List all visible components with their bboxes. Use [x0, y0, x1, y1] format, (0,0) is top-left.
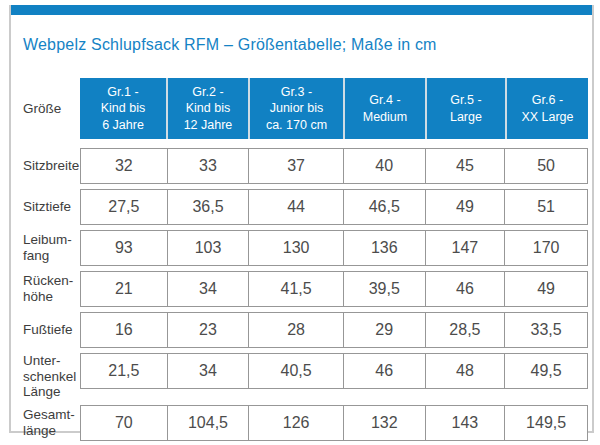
table-cell: 44: [248, 190, 343, 224]
table-cell: 46: [425, 272, 505, 306]
table-row: Fußtiefe 16 23 28 29 28,5 33,5: [23, 312, 588, 348]
table-cell: 147: [425, 231, 505, 265]
column-header: Gr.6 - XX Large: [505, 78, 588, 139]
table-cell: 16: [81, 313, 167, 347]
table-row: Leibum- fang 93 103 130 136 147 170: [23, 230, 588, 266]
table-cell: 170: [504, 231, 587, 265]
table-cell: 32: [81, 149, 167, 183]
table-cell: 70: [81, 406, 167, 440]
table-cell: 27,5: [81, 190, 167, 224]
table-cell: 21,5: [81, 354, 167, 388]
row-label: Sitzbreite: [23, 148, 80, 184]
table-row: Sitzbreite 32 33 37 40 45 50: [23, 148, 588, 184]
table-cell: 49: [504, 272, 587, 306]
size-table: Größe Gr.1 - Kind bis 6 Jahre Gr.2 - Kin…: [11, 78, 588, 441]
table-cell: 143: [425, 406, 505, 440]
row-cells: 21,5 34 40,5 46 48 49,5: [80, 353, 588, 389]
table-cell: 28: [248, 313, 343, 347]
table-cell: 48: [425, 354, 505, 388]
table-row: Unter- schenkel Länge 21,5 34 40,5 46 48…: [23, 353, 588, 400]
table-cell: 46: [343, 354, 425, 388]
row-cells: 16 23 28 29 28,5 33,5: [80, 312, 588, 348]
table-cell: 45: [425, 149, 505, 183]
table-cell: 126: [248, 406, 343, 440]
table-cell: 46,5: [343, 190, 425, 224]
table-row: Rücken- höhe 21 34 41,5 39,5 46 49: [23, 271, 588, 307]
table-row: Gesamt- länge 70 104,5 126 132 143 149,5: [23, 405, 588, 441]
table-cell: 132: [343, 406, 425, 440]
row-cells: 27,5 36,5 44 46,5 49 51: [80, 189, 588, 225]
row-cells: 70 104,5 126 132 143 149,5: [80, 405, 588, 441]
table-cell: 29: [343, 313, 425, 347]
row-cells: 21 34 41,5 39,5 46 49: [80, 271, 588, 307]
column-header: Gr.4 - Medium: [343, 78, 425, 139]
table-cell: 49,5: [504, 354, 587, 388]
page-title: Webpelz Schlupfsack RFM – Größentabelle;…: [23, 36, 588, 54]
table-cell: 34: [167, 272, 249, 306]
column-header: Gr.5 - Large: [425, 78, 505, 139]
content-card: Webpelz Schlupfsack RFM – Größentabelle;…: [9, 5, 594, 433]
table-cell: 23: [167, 313, 249, 347]
table-cell: 39,5: [343, 272, 425, 306]
table-header-row: Größe Gr.1 - Kind bis 6 Jahre Gr.2 - Kin…: [23, 78, 588, 139]
table-cell: 103: [167, 231, 249, 265]
row-cells: 93 103 130 136 147 170: [80, 230, 588, 266]
table-cell: 34: [167, 354, 249, 388]
row-label: Rücken- höhe: [23, 271, 80, 307]
table-cell: 21: [81, 272, 167, 306]
table-cell: 40: [343, 149, 425, 183]
table-row: Sitztiefe 27,5 36,5 44 46,5 49 51: [23, 189, 588, 225]
table-cell: 36,5: [167, 190, 249, 224]
table-cell: 37: [248, 149, 343, 183]
column-headers: Gr.1 - Kind bis 6 Jahre Gr.2 - Kind bis …: [80, 78, 588, 139]
column-header: Gr.1 - Kind bis 6 Jahre: [80, 78, 166, 139]
row-label: Fußtiefe: [23, 312, 80, 348]
table-cell: 41,5: [248, 272, 343, 306]
table-cell: 50: [504, 149, 587, 183]
row-cells: 32 33 37 40 45 50: [80, 148, 588, 184]
corner-label: Größe: [23, 78, 80, 139]
row-label: Gesamt- länge: [23, 405, 80, 441]
table-cell: 104,5: [167, 406, 249, 440]
table-cell: 49: [425, 190, 505, 224]
table-cell: 149,5: [504, 406, 587, 440]
column-header: Gr.2 - Kind bis 12 Jahre: [166, 78, 248, 139]
table-cell: 33,5: [504, 313, 587, 347]
table-cell: 51: [504, 190, 587, 224]
table-cell: 28,5: [425, 313, 505, 347]
table-cell: 136: [343, 231, 425, 265]
table-cell: 93: [81, 231, 167, 265]
table-cell: 33: [167, 149, 249, 183]
table-cell: 40,5: [248, 354, 343, 388]
row-label: Unter- schenkel Länge: [23, 353, 80, 400]
table-cell: 130: [248, 231, 343, 265]
row-label: Leibum- fang: [23, 230, 80, 266]
top-accent-bar: [11, 5, 592, 15]
row-label: Sitztiefe: [23, 189, 80, 225]
column-header: Gr.3 - Junior bis ca. 170 cm: [248, 78, 343, 139]
